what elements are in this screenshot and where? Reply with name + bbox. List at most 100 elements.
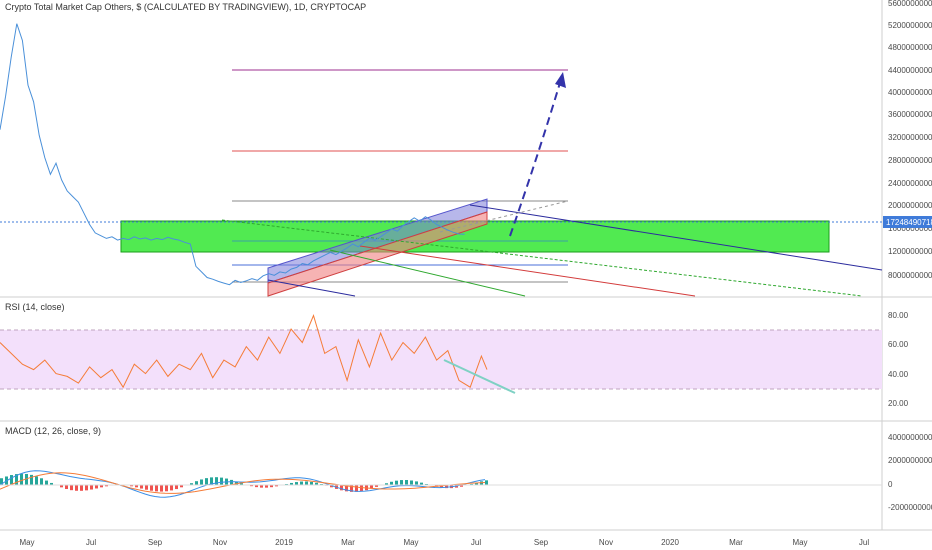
- macd-hist-bar: [310, 481, 313, 485]
- macd-hist-bar: [40, 478, 43, 485]
- macd-hist-bar: [65, 485, 68, 490]
- macd-hist-bar: [205, 478, 208, 485]
- price-tick-label: 56000000000: [888, 0, 932, 8]
- price-tick-label: 24000000000: [888, 179, 932, 188]
- time-tick-label: 2019: [275, 538, 293, 547]
- macd-hist-bar: [360, 485, 363, 492]
- drawings: [0, 69, 883, 297]
- macd-hist-bar: [85, 485, 88, 491]
- price-tick-label: 44000000000: [888, 66, 932, 75]
- macd-hist-bar: [75, 485, 78, 491]
- macd-hist-bar: [390, 481, 393, 485]
- macd-hist-bar: [350, 485, 353, 492]
- price-tick-label: 48000000000: [888, 43, 932, 52]
- price-tick-label: 12000000000: [888, 247, 932, 256]
- macd-hist-bar: [0, 478, 3, 485]
- rsi-tick-label: 60.00: [888, 340, 909, 349]
- rsi-tick-label: 20.00: [888, 399, 909, 408]
- macd-hist-bar: [140, 485, 143, 489]
- rsi-band: [0, 330, 882, 389]
- macd-hist-bar: [460, 485, 463, 487]
- macd-hist-bar: [165, 485, 168, 492]
- time-axis-ticks: May Jul Sep Nov 2019 Mar May Jul Sep Nov 2020 Mar Ma…: [19, 538, 869, 547]
- time-tick-label: Mar: [729, 538, 743, 547]
- time-tick-label: Sep: [148, 538, 163, 547]
- rsi-tick-label: 40.00: [888, 370, 909, 379]
- macd-hist-bar: [70, 485, 73, 491]
- last-price-badge: [883, 216, 932, 228]
- price-series-line: [0, 23, 465, 286]
- rsi-divergence-line[interactable]: [443, 359, 516, 394]
- price-tick-label: 52000000000: [888, 21, 932, 30]
- time-tick-label: Jul: [859, 538, 869, 547]
- trendline-navy-lower[interactable]: [267, 279, 356, 297]
- rsi-axis-ticks: 80.00 60.00 40.00 20.00: [888, 311, 909, 408]
- macd-hist-bar: [475, 482, 478, 485]
- macd-hist-bar: [160, 485, 163, 492]
- price-tick-label: 8000000000: [888, 271, 932, 280]
- macd-hist-bar: [395, 480, 398, 485]
- macd-hist-bar: [175, 485, 178, 490]
- time-tick-label: May: [403, 538, 418, 547]
- macd-hist-bar: [415, 481, 418, 485]
- macd-hist-bar: [95, 485, 98, 489]
- macd-hist-bar: [420, 482, 423, 485]
- macd-hist-bar: [20, 473, 23, 485]
- trendline-green-lower[interactable]: [329, 249, 526, 297]
- macd-hist-bar: [220, 477, 223, 485]
- macd-hist-bar: [330, 485, 333, 488]
- macd-hist-bar: [480, 481, 483, 485]
- macd-hist-bar: [135, 485, 138, 488]
- trendline-red[interactable]: [359, 245, 696, 297]
- macd-hist-bar: [385, 483, 388, 485]
- macd-hist-bar: [180, 485, 183, 488]
- macd-hist-bar: [170, 485, 173, 491]
- dashed-gray-projection[interactable]: [439, 200, 569, 233]
- trendline-navy[interactable]: [469, 204, 883, 271]
- macd-hist-bar: [270, 485, 273, 488]
- channel-red[interactable]: [267, 211, 488, 297]
- macd-hist-bar: [290, 482, 293, 485]
- time-tick-label: Sep: [534, 538, 549, 547]
- time-tick-label: Nov: [213, 538, 227, 547]
- macd-hist-bar: [60, 485, 63, 488]
- macd-hist-bar: [305, 481, 308, 485]
- macd-hist-bar: [345, 485, 348, 492]
- last-price-label: 17248490718: [886, 218, 932, 227]
- macd-tick-label: 4000000000: [888, 433, 932, 442]
- macd-hist-bar: [145, 485, 148, 490]
- projection-arrow[interactable]: [509, 75, 563, 237]
- macd-hist-bar: [30, 474, 33, 485]
- trendline-green[interactable]: [221, 219, 863, 297]
- price-tick-label: 36000000000: [888, 110, 932, 119]
- signal-series-line: [0, 472, 486, 494]
- macd-hist-bar: [80, 485, 83, 491]
- macd-hist-bar: [400, 480, 403, 485]
- macd-histogram: [0, 473, 488, 492]
- macd-hist-bar: [340, 485, 343, 491]
- time-tick-label: Jul: [86, 538, 96, 547]
- macd-hist-bar: [355, 485, 358, 492]
- macd-hist-bar: [195, 481, 198, 485]
- macd-hist-bar: [445, 485, 448, 489]
- price-axis-ticks: 56000000000 52000000000 48000000000 4400000…: [888, 0, 932, 280]
- macd-hist-bar: [155, 485, 158, 492]
- macd-hist-bar: [260, 485, 263, 488]
- macd-hist-bar: [45, 480, 48, 485]
- macd-hist-bar: [410, 480, 413, 485]
- macd-hist-bar: [375, 485, 378, 487]
- macd-hist-bar: [210, 477, 213, 485]
- time-tick-label: Jul: [471, 538, 481, 547]
- price-tick-label: 28000000000: [888, 156, 932, 165]
- macd-pane-label: MACD (12, 26, close, 9): [5, 426, 101, 436]
- time-tick-label: May: [792, 538, 807, 547]
- time-tick-label: 2020: [661, 538, 679, 547]
- rsi-series-line: [0, 314, 488, 389]
- time-tick-label: May: [19, 538, 34, 547]
- macd-hist-bar: [215, 477, 218, 485]
- macd-series-line: [0, 470, 486, 498]
- macd-hist-bar: [275, 485, 278, 487]
- price-tick-label: 16000000000: [888, 224, 932, 233]
